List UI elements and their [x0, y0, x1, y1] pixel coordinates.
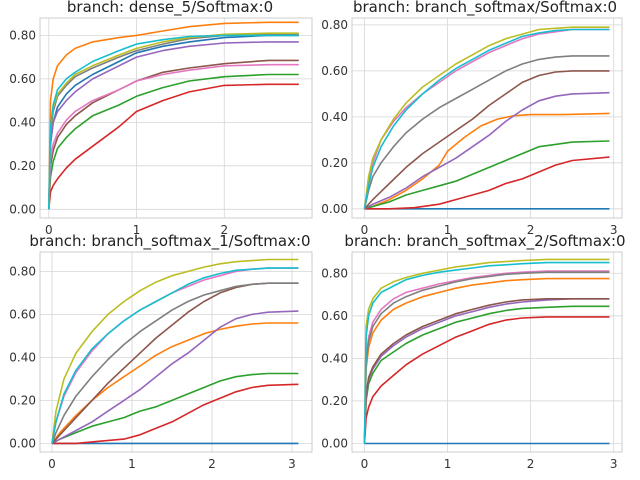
series-line-4 — [51, 310, 299, 445]
y-tick-label: 0.20 — [321, 394, 348, 408]
y-tick-label: 0.00 — [9, 436, 36, 450]
x-tick-label: 1 — [133, 223, 141, 237]
plot-area-frame — [39, 17, 313, 219]
x-tick-label: 0 — [361, 457, 369, 471]
x-tick-label: 1 — [128, 457, 136, 471]
x-tick-label: 2 — [208, 457, 216, 471]
series-line-8 — [363, 258, 610, 444]
subplot-branch-softmax-1: 0.00 0.20 0.40 0.60 0.80 0 1 2 3 branch: branch_s… — [9, 232, 313, 471]
series-line-1 — [363, 277, 610, 444]
x-tick-label: 3 — [288, 457, 296, 471]
series-line-1 — [48, 21, 299, 210]
y-tick-label: 0.20 — [9, 159, 36, 173]
chart-title: branch: branch_softmax/Softmax:0 — [353, 0, 617, 17]
series-line-9 — [363, 261, 610, 444]
subplot-dense-5: 0.00 0.20 0.40 0.60 0.80 0 1 2 branch: dense_5/S… — [9, 0, 313, 237]
y-tick-label: 0.40 — [9, 350, 36, 364]
series-line-9 — [48, 34, 299, 210]
y-tick-label: 0.40 — [321, 110, 348, 124]
series-line-4 — [364, 91, 610, 210]
series-line-6 — [48, 63, 299, 210]
chart-title: branch: branch_softmax_1/Softmax:0 — [29, 232, 310, 251]
y-tick-label: 0.00 — [321, 436, 348, 450]
series-line-6 — [51, 267, 299, 444]
series-line-2 — [51, 372, 299, 445]
x-tick-label: 1 — [444, 223, 452, 237]
y-tick-label: 0.80 — [9, 264, 36, 278]
x-tick-label: 0 — [45, 223, 53, 237]
x-tick-label: 0 — [361, 223, 369, 237]
series-line-7 — [51, 282, 299, 444]
y-tick-label: 0.00 — [9, 202, 36, 216]
plot-area-frame — [39, 251, 313, 453]
x-tick-label: 2 — [220, 223, 228, 237]
series-line-4 — [363, 298, 610, 444]
chart-title: branch: dense_5/Softmax:0 — [67, 0, 273, 17]
series-line-3 — [364, 156, 610, 210]
series-line-3 — [48, 83, 299, 210]
y-tick-label: 0.20 — [321, 156, 348, 170]
series-line-5 — [363, 70, 610, 210]
series-line-2 — [48, 73, 299, 210]
y-tick-label: 0.00 — [321, 202, 348, 216]
x-tick-label: 3 — [610, 457, 618, 471]
y-tick-label: 0.80 — [321, 266, 348, 280]
series-line-2 — [364, 140, 610, 210]
chart-title: branch: branch_softmax_2/Softmax:0 — [344, 232, 625, 251]
plot-area-frame — [351, 251, 623, 453]
series-line-3 — [363, 316, 610, 444]
plot-area-frame — [351, 17, 623, 219]
y-tick-label: 0.60 — [321, 309, 348, 323]
y-tick-label: 0.40 — [9, 115, 36, 129]
y-tick-label: 0.60 — [9, 72, 36, 86]
series-line-5 — [48, 59, 299, 210]
series-line-5 — [363, 298, 610, 444]
y-tick-label: 0.60 — [9, 307, 36, 321]
x-tick-label: 2 — [527, 223, 535, 237]
subplot-branch-softmax-2: 0.00 0.20 0.40 0.60 0.80 0 1 2 3 branch: branch_s… — [321, 232, 625, 471]
series-line-7 — [363, 271, 610, 444]
x-tick-label: 3 — [610, 223, 618, 237]
x-tick-label: 1 — [444, 457, 452, 471]
x-tick-label: 2 — [527, 457, 535, 471]
series-line-3 — [52, 383, 299, 445]
y-tick-label: 0.80 — [9, 28, 36, 42]
series-line-4 — [48, 41, 299, 210]
series-line-7 — [363, 55, 610, 209]
x-tick-label: 0 — [48, 457, 56, 471]
series-line-6 — [363, 270, 610, 444]
y-tick-label: 0.80 — [321, 18, 348, 32]
subplot-branch-softmax: 0.00 0.20 0.40 0.60 0.80 0 1 2 3 branch: branch_s… — [321, 0, 623, 237]
series-line-2 — [363, 305, 610, 444]
series-line-1 — [51, 322, 299, 444]
y-tick-label: 0.60 — [321, 64, 348, 78]
y-tick-label: 0.20 — [9, 393, 36, 407]
series-line-1 — [364, 112, 610, 210]
series-line-8 — [363, 26, 610, 209]
series-line-9 — [51, 267, 299, 444]
series-line-8 — [51, 258, 299, 444]
y-tick-label: 0.40 — [321, 351, 348, 365]
series-line-9 — [363, 28, 610, 209]
